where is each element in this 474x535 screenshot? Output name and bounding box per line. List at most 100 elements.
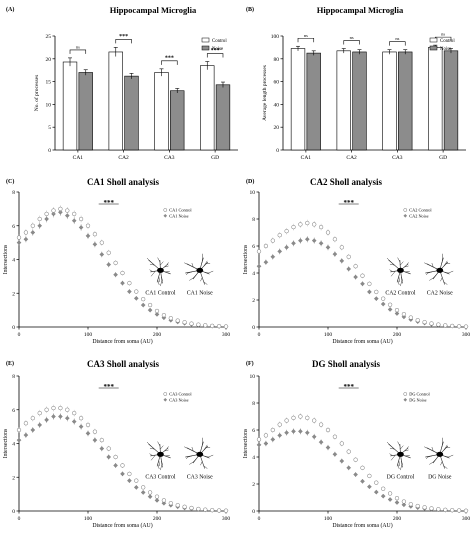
point-noise [78, 225, 84, 230]
cell-branch [399, 445, 404, 450]
significance-bracket [69, 49, 87, 54]
x-tick-label: 100 [84, 332, 93, 338]
bar-noise [398, 51, 413, 151]
cell-branch [161, 276, 163, 281]
point-control [360, 273, 365, 278]
point-noise [71, 218, 77, 224]
point-noise [367, 289, 372, 295]
point-noise [373, 489, 379, 495]
cell-branch [400, 464, 403, 471]
cell-branch [401, 276, 403, 281]
cell-branch [184, 446, 190, 450]
point-noise [284, 245, 289, 250]
point-noise [339, 458, 345, 464]
point-control [270, 427, 275, 433]
legend-symbol-noise [163, 214, 168, 218]
cell-branch [389, 447, 395, 450]
point-control [381, 296, 386, 301]
point-noise [78, 424, 84, 429]
cell-branch [207, 270, 214, 274]
legend-label: Noise [212, 47, 223, 52]
cell-branch [404, 449, 409, 452]
x-tick-label: 200 [153, 516, 162, 522]
point-control [196, 322, 201, 327]
point-control [353, 264, 358, 269]
cell-branch [166, 446, 169, 450]
cell-branch [447, 454, 454, 458]
significance-label: ns [441, 32, 445, 37]
x-tick-label: 100 [324, 332, 333, 338]
cell-soma [196, 451, 204, 457]
x-tick-label: 300 [462, 516, 471, 522]
point-control [408, 502, 413, 507]
cell-branch [161, 460, 163, 465]
bar-noise [170, 90, 185, 151]
cell-branch [406, 262, 409, 266]
point-noise [270, 254, 276, 260]
cell-branch [444, 455, 449, 458]
point-control [436, 507, 441, 512]
cell-branch [164, 265, 169, 268]
legend-label: CA1 Control [169, 208, 192, 213]
cell-branch [390, 454, 396, 461]
cell-branch [399, 261, 404, 266]
cell-branch [389, 269, 393, 272]
cell-branch [441, 257, 444, 265]
cell-branch [149, 453, 153, 456]
point-noise [394, 311, 400, 316]
legend-symbol-control [163, 392, 168, 396]
point-control [120, 270, 125, 276]
y-tick-label: 10 [46, 102, 52, 108]
point-noise [284, 430, 289, 436]
point-noise [140, 302, 146, 308]
point-control [284, 418, 289, 423]
point-noise [127, 478, 132, 483]
x-tick-label: 0 [258, 516, 261, 522]
y-axis-label: No. of processes [33, 75, 40, 112]
cell-caption: CA1 Noise [187, 290, 213, 296]
point-control [168, 316, 173, 321]
point-noise [37, 422, 43, 428]
point-noise [44, 216, 49, 222]
cell-branch [146, 257, 152, 263]
cell-branch [200, 277, 203, 282]
point-noise [92, 241, 98, 247]
point-control [339, 441, 344, 446]
cell-branch [204, 455, 209, 458]
y-axis-label: Intersections [243, 244, 249, 274]
legend-swatch-control [429, 37, 438, 43]
significance-bracket [343, 40, 360, 45]
cell-branch [187, 271, 193, 274]
point-noise [394, 500, 400, 505]
point-control [78, 216, 84, 222]
panel-c: (C) CA1 Sholl analysis 0 2 4 6 8 0 100 200 300 Di… [3, 177, 230, 345]
y-axis-label: Average length processes [262, 65, 268, 121]
x-tick-label: GD [211, 155, 219, 161]
panel-title: CA2 Sholl analysis [310, 177, 383, 187]
y-tick-label: 8 [252, 401, 255, 407]
cell-branch [398, 276, 400, 282]
cell-branch [157, 279, 160, 286]
point-control [339, 245, 344, 250]
point-noise [92, 437, 98, 443]
significance-label: *** [119, 34, 128, 40]
point-control [92, 429, 98, 434]
panel-letter: (F) [246, 360, 254, 367]
point-control [44, 407, 49, 412]
point-control [58, 405, 63, 411]
x-tick-label: CA3 [164, 155, 175, 161]
cell-branch [158, 460, 160, 466]
point-control [223, 508, 229, 513]
y-tick-label: 25 [46, 34, 52, 40]
y-tick-label: 8 [12, 190, 15, 196]
point-noise [30, 230, 36, 235]
cell-branch [404, 265, 409, 268]
bar-control [108, 51, 123, 151]
point-noise [263, 441, 269, 446]
panel-title: CA1 Sholl analysis [87, 177, 160, 187]
legend-label: Noise [440, 47, 451, 52]
cell-branch [401, 460, 403, 465]
point-control [318, 422, 324, 427]
point-noise [332, 251, 338, 257]
